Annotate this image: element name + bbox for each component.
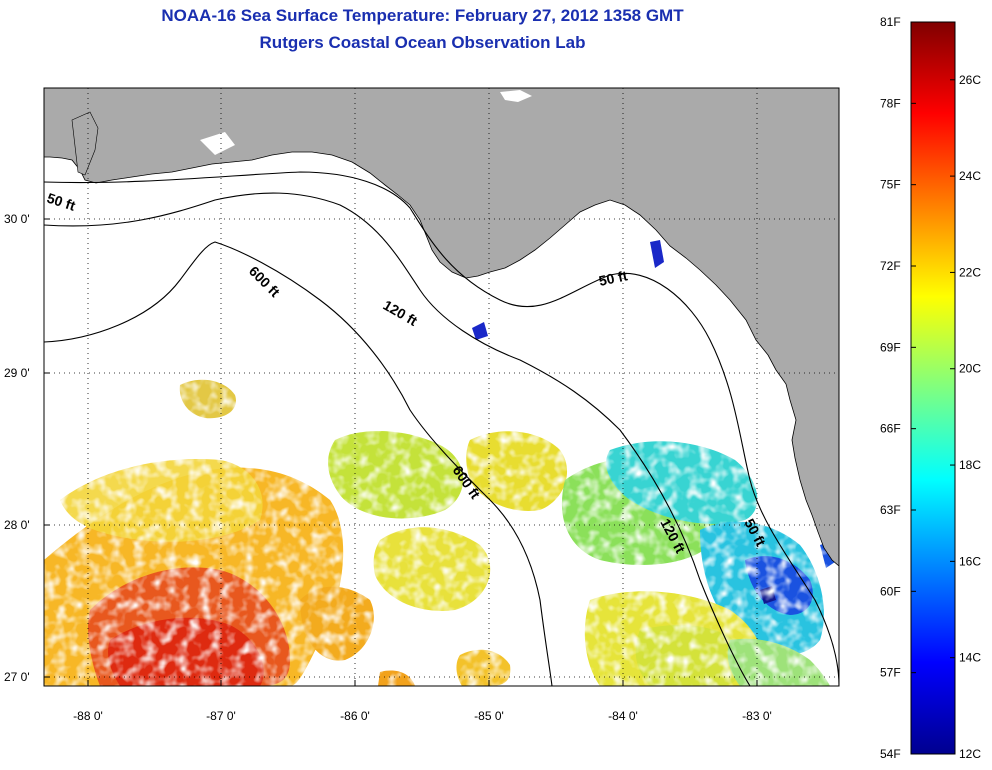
- colorbar-label-f: 54F: [880, 747, 901, 761]
- longitude-label: -85 0': [474, 709, 504, 723]
- contour-50ft: [44, 171, 839, 686]
- map-subtitle: Rutgers Coastal Ocean Observation Lab: [259, 33, 586, 52]
- colorbar-label-f: 66F: [880, 422, 901, 436]
- map-frame: [43, 87, 840, 687]
- colorbar-label-c: 24C: [959, 169, 981, 183]
- sst-patches: [44, 240, 839, 686]
- latitude-label: 30 0': [4, 212, 30, 226]
- longitude-label: -88 0': [73, 709, 103, 723]
- colorbar-label-c: 14C: [959, 651, 981, 665]
- colorbar-label-f: 75F: [880, 178, 901, 192]
- colorbar-label-f: 78F: [880, 96, 901, 110]
- depth-contours: [44, 171, 839, 686]
- colorbar-gradient: [910, 21, 956, 755]
- latitude-label: 29 0': [4, 366, 30, 380]
- longitude-label: -84 0': [608, 709, 638, 723]
- colorbar-label-f: 63F: [880, 503, 901, 517]
- colorbar-label-c: 12C: [959, 747, 981, 761]
- colorbar-label-f: 81F: [880, 15, 901, 29]
- colorbar-label-f: 57F: [880, 666, 901, 680]
- map-title: NOAA-16 Sea Surface Temperature: Februar…: [161, 6, 684, 25]
- land-mass: [44, 88, 839, 567]
- colorbar-label-f: 69F: [880, 340, 901, 354]
- longitude-label: -83 0': [742, 709, 772, 723]
- colorbar-label-c: 16C: [959, 554, 981, 568]
- colorbar-label-c: 20C: [959, 362, 981, 376]
- longitude-label: -87 0': [206, 709, 236, 723]
- contour-600ft: [44, 241, 553, 686]
- contour-120ft: [44, 192, 751, 686]
- latitude-label: 27 0': [4, 670, 30, 684]
- contour-label: 50 ft: [597, 267, 629, 289]
- colorbar-label-f: 72F: [880, 259, 901, 273]
- colorbar: 81F 78F 75F 72F 69F 66F 63F 60F 57F 54F 26C 24C 22C…: [880, 15, 981, 761]
- longitude-label: -86 0': [340, 709, 370, 723]
- colorbar-label-c: 22C: [959, 265, 981, 279]
- latitude-label: 28 0': [4, 518, 30, 532]
- colorbar-label-c: 18C: [959, 458, 981, 472]
- colorbar-label-c: 26C: [959, 73, 981, 87]
- colorbar-label-f: 60F: [880, 584, 901, 598]
